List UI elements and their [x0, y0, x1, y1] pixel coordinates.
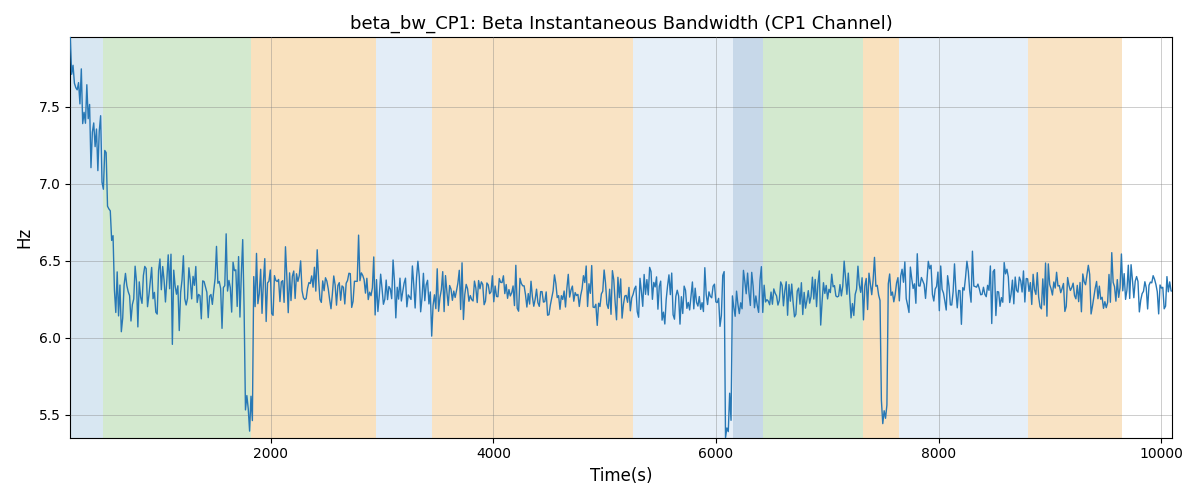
Bar: [102, 38, 251, 438]
Title: beta_bw_CP1: Beta Instantaneous Bandwidth (CP1 Channel): beta_bw_CP1: Beta Instantaneous Bandwidt…: [350, 15, 893, 34]
Bar: [863, 38, 899, 438]
Bar: [733, 38, 763, 438]
Bar: [377, 38, 432, 438]
Bar: [899, 38, 1027, 438]
Bar: [1027, 38, 1122, 438]
Y-axis label: Hz: Hz: [16, 227, 34, 248]
Bar: [632, 38, 733, 438]
X-axis label: Time(s): Time(s): [590, 467, 653, 485]
Bar: [1122, 38, 1172, 438]
Bar: [432, 38, 632, 438]
Bar: [71, 38, 102, 438]
Bar: [251, 38, 377, 438]
Bar: [763, 38, 863, 438]
